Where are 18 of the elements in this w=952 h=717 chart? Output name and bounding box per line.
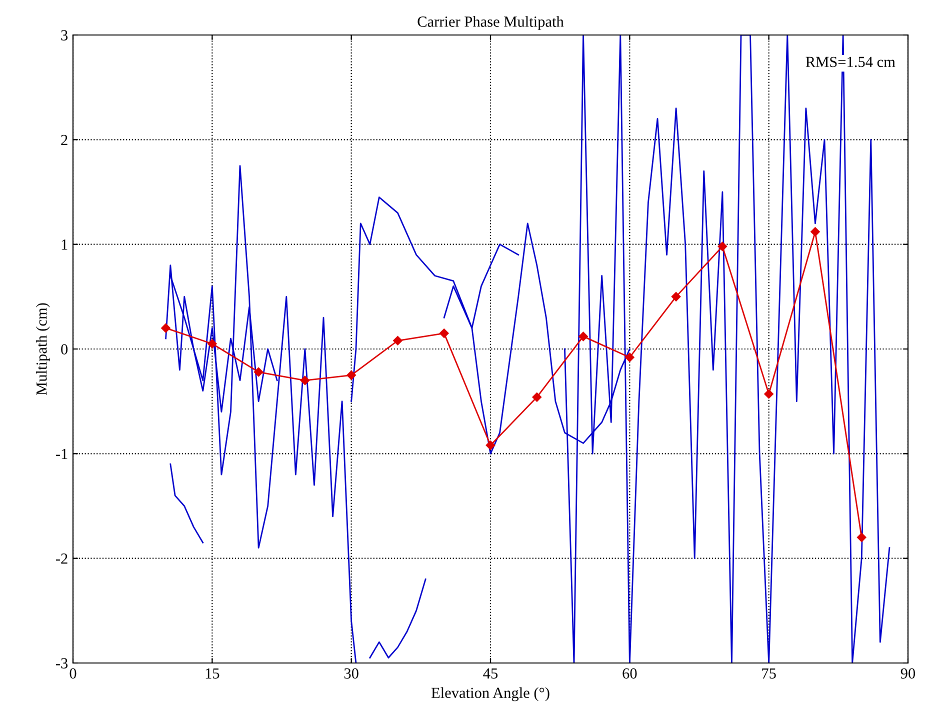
x-tick-label: 30 — [344, 668, 358, 679]
x-tick-label: 60 — [622, 668, 637, 679]
y-tick-label: 1 — [62, 240, 68, 250]
y-tick-label: 0 — [61, 344, 68, 354]
annotation: RMS=1.54 cm — [806, 56, 896, 68]
x-tick-label: 90 — [900, 668, 916, 679]
chart-title: Carrier Phase Multipath — [418, 16, 564, 30]
x-tick-label: 45 — [483, 668, 498, 679]
y-tick-label: 2 — [61, 134, 68, 145]
y-axis-title: Multipath (cm) — [36, 303, 50, 396]
y-tick-label: -3 — [56, 658, 68, 668]
x-axis-title: Elevation Angle (°) — [431, 687, 550, 702]
x-tick-label: 0 — [70, 668, 76, 679]
x-tick-label: 75 — [762, 668, 776, 679]
y-tick-label: 3 — [61, 30, 68, 40]
x-tick-label: 15 — [206, 668, 220, 679]
y-tick-label: -1 — [56, 448, 68, 459]
y-tick-label: -2 — [56, 554, 68, 564]
